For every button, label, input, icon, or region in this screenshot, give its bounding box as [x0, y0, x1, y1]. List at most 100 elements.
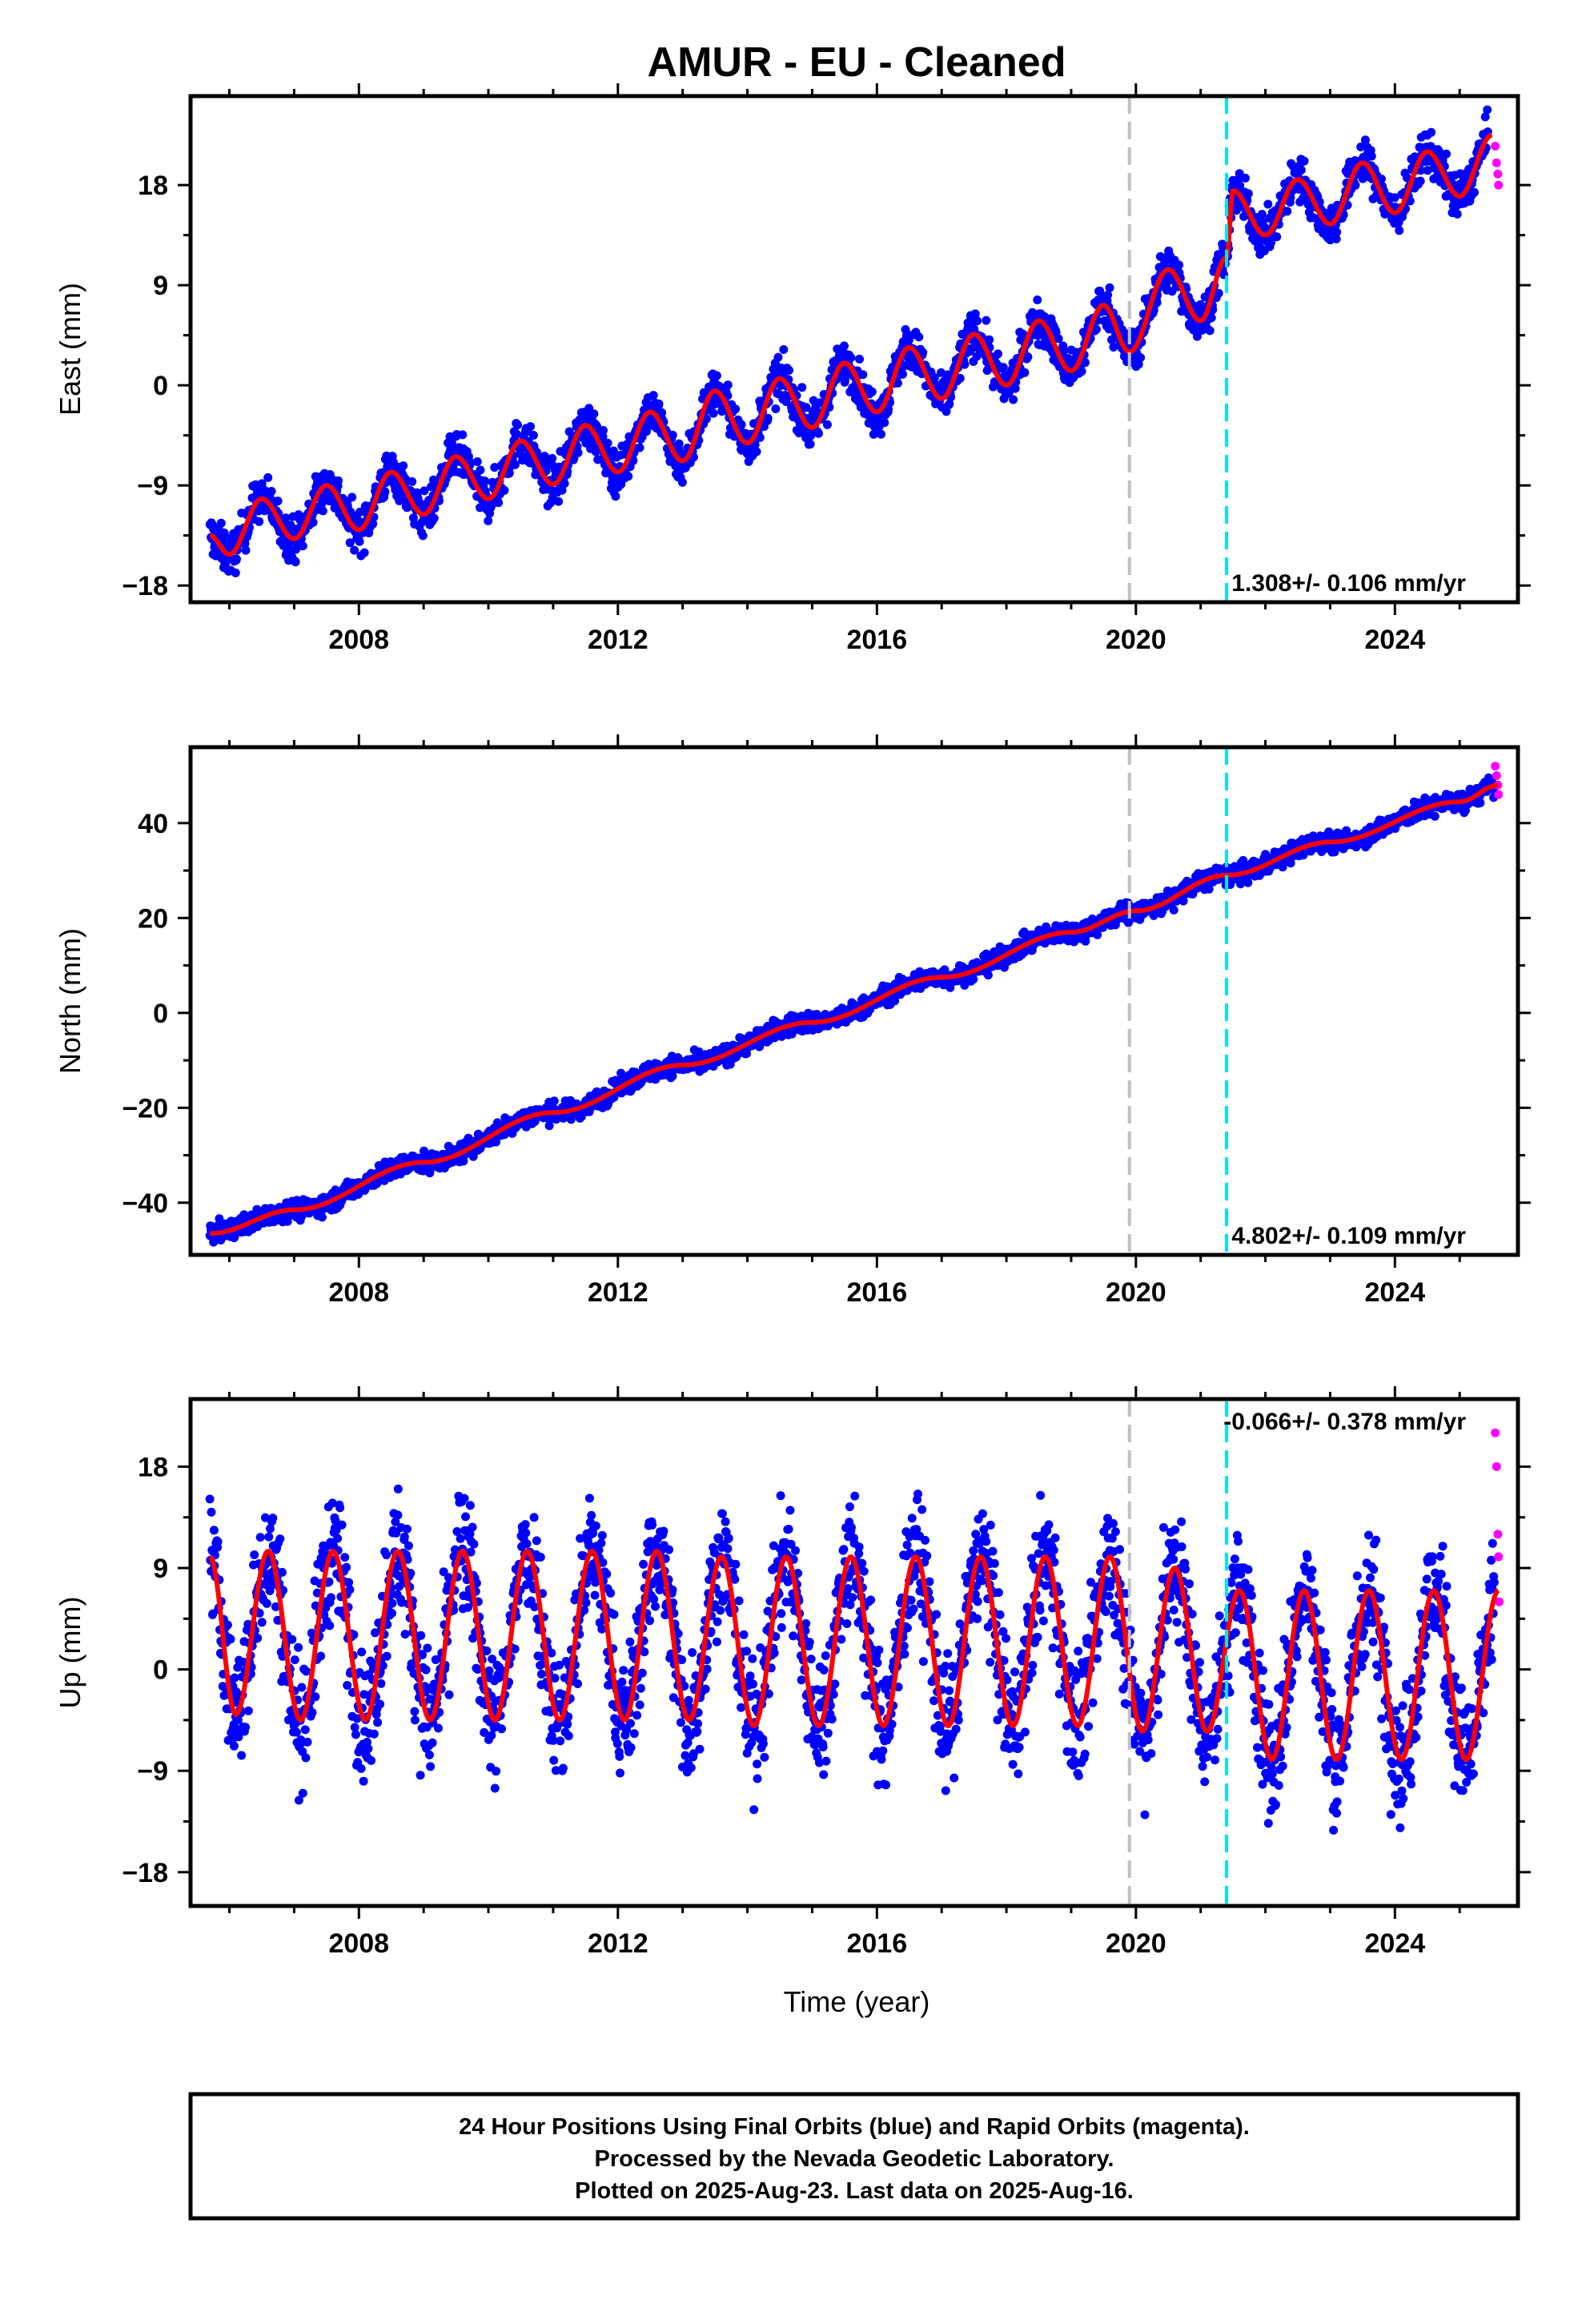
data-point [1278, 862, 1287, 872]
data-point [869, 429, 878, 439]
data-point [560, 479, 569, 489]
data-point [1207, 313, 1216, 323]
y-tick-label: 18 [138, 171, 168, 201]
data-point [1480, 112, 1490, 122]
data-point [528, 431, 538, 440]
data-point [1356, 143, 1366, 151]
rate-label: 1.308+/- 0.106 mm/yr [1231, 570, 1466, 597]
data-point [677, 477, 687, 487]
data-point [1204, 884, 1214, 894]
data-point [1152, 298, 1162, 308]
data-point [779, 345, 789, 354]
data-point [1214, 288, 1223, 298]
data-point [511, 460, 520, 469]
data-point [494, 498, 504, 508]
data-point [822, 420, 832, 429]
data-point [628, 456, 638, 465]
data-point [960, 360, 970, 369]
data-point [846, 353, 856, 363]
data-point [317, 1212, 327, 1222]
data-point [773, 352, 783, 362]
data-point [603, 438, 612, 448]
data-point [1192, 332, 1202, 341]
data-point [1331, 234, 1341, 243]
data-point [1023, 352, 1033, 362]
data-point [1033, 331, 1042, 340]
data-point [231, 568, 240, 577]
data-point [318, 506, 327, 516]
data-point [554, 497, 564, 506]
data-point [512, 429, 521, 439]
data-point [1367, 151, 1376, 161]
data-point [611, 492, 620, 501]
data-point [755, 432, 765, 442]
data-point [1377, 175, 1386, 183]
data-point [466, 458, 476, 468]
data-point [1243, 189, 1253, 199]
data-point [1091, 324, 1101, 334]
data-point [263, 472, 273, 482]
x-tick-label: 2024 [1365, 625, 1426, 655]
data-point [476, 465, 485, 475]
data-point [709, 408, 718, 418]
data-point [273, 497, 283, 506]
data-point [893, 378, 902, 388]
data-point [215, 1214, 224, 1224]
data-point [1332, 227, 1342, 237]
data-point [267, 487, 276, 496]
data-point [994, 349, 1002, 359]
data-point [763, 413, 773, 423]
data-point [1105, 283, 1114, 292]
data-point [969, 975, 978, 984]
data-point [1296, 165, 1306, 175]
data-point [867, 387, 877, 396]
data-point [408, 476, 417, 486]
data-point [429, 513, 439, 523]
rapid-orbit-points [1491, 142, 1504, 190]
data-point [930, 373, 939, 383]
data-point [771, 404, 781, 413]
data-point [1286, 858, 1295, 868]
data-point [855, 354, 864, 364]
data-point [1272, 232, 1282, 242]
data-point [1452, 209, 1462, 219]
data-point [557, 485, 567, 495]
data-point [458, 430, 468, 440]
data-point [359, 548, 369, 557]
data-point [1226, 880, 1235, 889]
data-point [654, 399, 664, 408]
data-point [668, 1072, 677, 1081]
data-point [1243, 878, 1253, 887]
data-point [255, 517, 264, 526]
data-point [241, 545, 251, 555]
data-point [298, 541, 307, 551]
data-point [731, 404, 741, 414]
plot-area [205, 96, 1504, 602]
data-point [701, 414, 711, 424]
data-point [668, 430, 677, 440]
data-point [1351, 180, 1360, 190]
data-point [1235, 181, 1245, 191]
data-point [1239, 855, 1248, 865]
data-point [1205, 326, 1215, 336]
data-point [599, 426, 608, 435]
data-point [880, 418, 889, 428]
data-point [1257, 210, 1267, 219]
data-point [801, 403, 811, 412]
data-point [648, 391, 658, 400]
data-point [752, 447, 761, 456]
data-point [1077, 367, 1086, 376]
data-point [1059, 346, 1069, 356]
data-point [674, 439, 684, 448]
x-tick-label: 2020 [1106, 625, 1166, 655]
y-tick-label: 0 [153, 371, 168, 401]
data-point [1442, 149, 1451, 159]
data-point [1174, 260, 1184, 270]
data-point [797, 383, 807, 392]
data-point [877, 429, 885, 439]
data-point [598, 432, 608, 441]
